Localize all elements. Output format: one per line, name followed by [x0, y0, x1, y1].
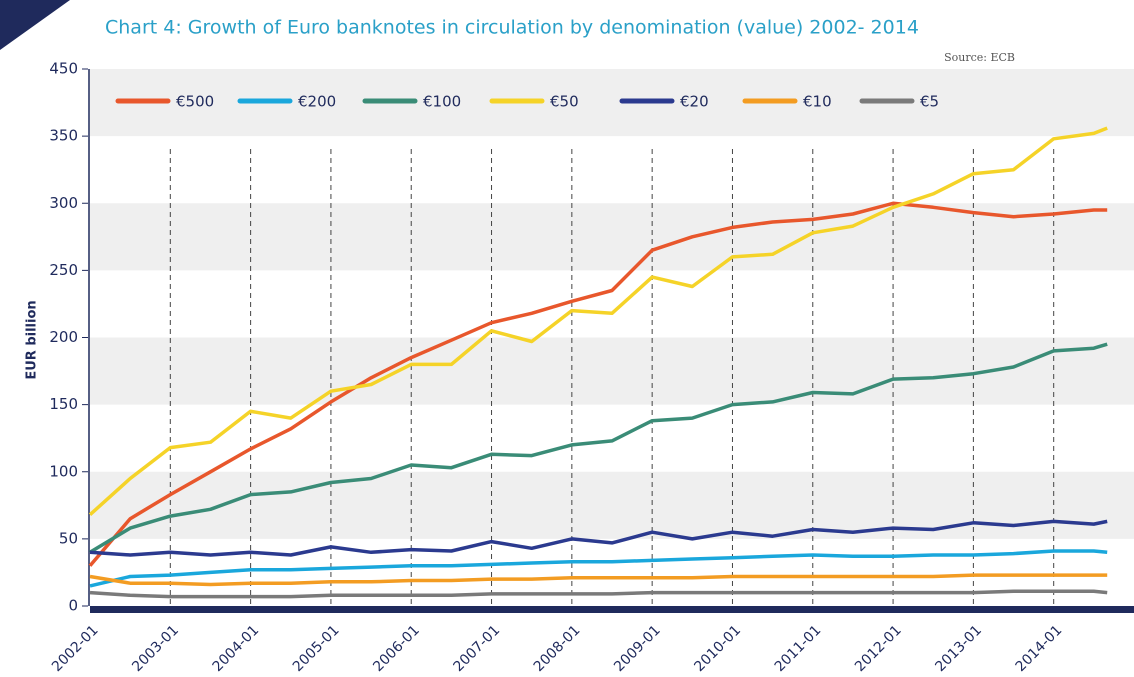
x-axis: [90, 606, 1134, 613]
legend-label: €20: [680, 93, 709, 111]
line: [90, 591, 1107, 596]
source: Source: ECB: [944, 51, 1015, 64]
y-tick-label: 50: [59, 529, 78, 547]
y-tick-label: 150: [49, 395, 78, 413]
y-axis-label: EUR billion: [25, 300, 40, 379]
y-tick-label: 100: [49, 462, 78, 480]
legend-label: €50: [550, 93, 579, 111]
y-tick-label: 200: [49, 328, 78, 346]
legend-label: €200: [298, 93, 336, 111]
y-tick-label: 350: [49, 127, 78, 145]
line: [90, 551, 1107, 586]
y-tick-label: 300: [49, 194, 78, 212]
x-tick-label: 2006-01: [370, 622, 423, 675]
x-tick-label: 2003-01: [129, 622, 182, 675]
x-tick-label: 2005-01: [290, 622, 343, 675]
chart-title: Chart 4: Growth of Euro banknotes in cir…: [105, 17, 919, 39]
y-tick-label: 450: [49, 60, 78, 78]
x-tick-label: 2004-01: [210, 622, 263, 675]
chart: Chart 4: Growth of Euro banknotes in cir…: [0, 0, 1134, 677]
x-tick-label: 2013-01: [932, 622, 985, 675]
line: [90, 128, 1107, 515]
legend-label: €10: [803, 93, 832, 111]
x-tick-label: 2002-01: [49, 622, 102, 675]
y-tick-label: 250: [49, 261, 78, 279]
x-tick-label: 2011-01: [772, 622, 825, 675]
x-tick-label: 2010-01: [691, 622, 744, 675]
x-tick-label: 2008-01: [531, 622, 584, 675]
legend-label: €100: [423, 93, 461, 111]
corner-decoration: [0, 0, 70, 50]
legend-label: €5: [920, 93, 939, 111]
y-tick-label: 0: [68, 597, 78, 615]
x-tick-label: 2012-01: [852, 622, 905, 675]
x-tick-label: 2014-01: [1013, 622, 1066, 675]
legend-label: €500: [176, 93, 214, 111]
grid-band: [90, 472, 1134, 539]
line: [90, 575, 1107, 584]
x-tick-label: 2007-01: [451, 622, 504, 675]
x-tick-label: 2009-01: [611, 622, 664, 675]
grid-band: [90, 338, 1134, 405]
